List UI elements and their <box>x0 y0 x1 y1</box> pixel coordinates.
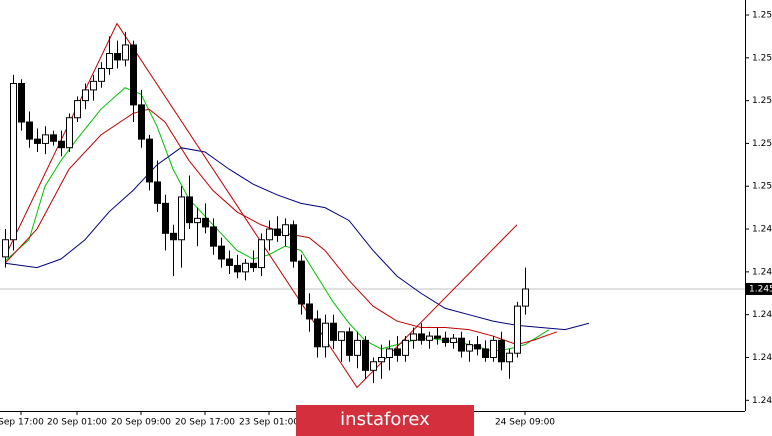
candle-body <box>122 44 129 61</box>
candle-body <box>498 339 505 363</box>
candle-body <box>266 228 273 241</box>
y-tick-label: 1.250 <box>752 182 772 192</box>
y-tick-label: 1.256 <box>752 53 772 63</box>
price-tag <box>746 282 772 295</box>
candle-body <box>410 333 417 341</box>
candle-body <box>202 217 209 228</box>
candle-body <box>186 196 193 224</box>
candle-body <box>42 134 49 144</box>
candle-body <box>18 82 25 123</box>
y-tick-label: 1.252 <box>752 139 772 149</box>
candle-body <box>106 53 113 69</box>
candle-body <box>338 331 345 341</box>
candle-body <box>306 303 313 320</box>
candle-body <box>522 288 529 307</box>
candle-body <box>426 335 433 341</box>
x-tick-label: 24 Sep 09:00 <box>495 418 555 428</box>
x-tick-label: 20 Sep 17:00 <box>175 418 235 428</box>
y-tick-label: 1.240 <box>752 396 772 406</box>
candle-body <box>234 264 241 273</box>
candle-body <box>162 202 169 234</box>
candle-body <box>226 258 233 266</box>
y-tick-label: 1.246 <box>752 267 772 277</box>
candle-body <box>194 217 201 224</box>
price-tag-label: 1.245 <box>749 284 772 294</box>
candle-body <box>458 337 465 352</box>
y-tick-label: 1.258 <box>752 10 772 20</box>
candle-body <box>218 245 225 260</box>
candle-body <box>10 82 17 241</box>
candle-body <box>250 262 257 269</box>
candle-body <box>2 239 9 258</box>
candle-body <box>378 356 385 363</box>
candle-body <box>314 318 321 348</box>
candle-body <box>386 348 393 358</box>
candle-body <box>170 232 177 241</box>
candle-body <box>26 121 33 140</box>
candle-body <box>322 322 329 348</box>
candle-body <box>370 361 377 371</box>
candle-body <box>282 224 289 236</box>
candle-body <box>482 348 489 358</box>
candle-body <box>66 117 73 149</box>
candle-body <box>474 344 481 350</box>
x-tick-label: 23 Sep 01:00 <box>239 418 299 428</box>
y-tick-label: 1.248 <box>752 225 772 235</box>
candle-body <box>146 138 153 183</box>
x-tick-label: Sep 17:00 <box>0 418 44 428</box>
candle-body <box>354 339 361 356</box>
candle-body <box>442 337 449 343</box>
candle-body <box>154 181 161 204</box>
candle-body <box>466 344 473 352</box>
candle-body <box>402 339 409 356</box>
candle-body <box>210 226 217 247</box>
candle-body <box>506 352 513 363</box>
x-tick-label: 20 Sep 09:00 <box>111 418 171 428</box>
candle-body <box>298 260 305 305</box>
candle-body <box>330 322 337 341</box>
watermark-box <box>296 405 474 436</box>
candle-body <box>450 337 457 343</box>
candle-body <box>178 196 185 241</box>
y-tick-label: 1.242 <box>752 353 772 363</box>
candle-body <box>138 104 145 140</box>
candle-body <box>82 89 89 102</box>
candle-body <box>514 305 521 354</box>
candle-body <box>274 228 281 236</box>
candle-body <box>74 100 81 119</box>
watermark: instaforex <box>340 409 430 430</box>
indicator-line <box>4 147 590 331</box>
x-tick-label: 20 Sep 01:00 <box>47 418 107 428</box>
candle-body <box>490 339 497 358</box>
candle-body <box>114 53 121 61</box>
candle-body <box>50 134 57 142</box>
candle-body <box>418 333 425 341</box>
candle-body <box>258 239 265 269</box>
candle-body <box>394 348 401 356</box>
candle-body <box>34 138 41 144</box>
y-tick-label: 1.244 <box>752 310 772 320</box>
y-tick-label: 1.254 <box>752 96 772 106</box>
candle-body <box>90 80 97 91</box>
candle-body <box>58 140 65 149</box>
candle-body <box>290 224 297 262</box>
candle-body <box>130 44 137 106</box>
candle-body <box>346 331 353 356</box>
candle-body <box>362 339 369 371</box>
candle-body <box>434 335 441 339</box>
candle-body <box>242 262 249 273</box>
candle-body <box>98 68 105 82</box>
